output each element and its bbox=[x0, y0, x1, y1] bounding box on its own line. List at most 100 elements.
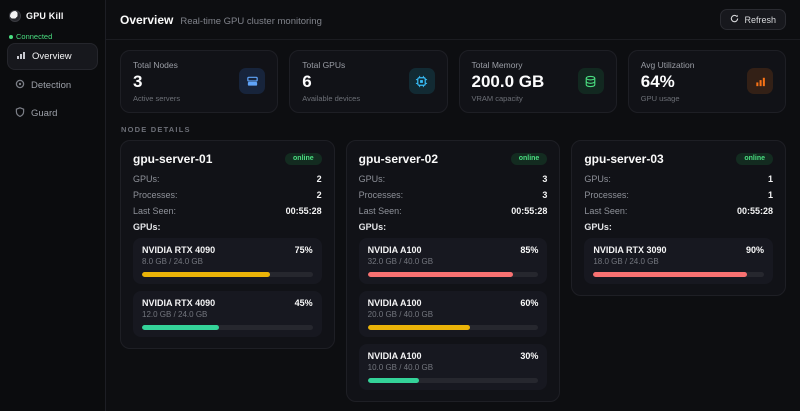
stat-sub: Available devices bbox=[302, 93, 361, 103]
connection-status-label: Connected bbox=[16, 32, 53, 41]
gpu-name: NVIDIA RTX 4090 bbox=[142, 297, 216, 308]
stat-value: 200.0 GB bbox=[471, 72, 545, 91]
app-name: GPU Kill bbox=[26, 11, 64, 21]
last-seen-label: Last Seen: bbox=[358, 205, 402, 216]
stat-card-total-nodes: Total Nodes 3 Active servers bbox=[120, 50, 279, 113]
stat-label: Total Nodes bbox=[133, 60, 178, 70]
processes-value: 2 bbox=[316, 189, 322, 200]
gpus-count-label: GPUs: bbox=[358, 173, 386, 184]
gpu-memory: 8.0 GB / 24.0 GB bbox=[142, 256, 203, 266]
gpu-list-label: GPUs: bbox=[133, 221, 161, 232]
node-cards: gpu-server-01 online GPUs: 2 Processes: 2 … bbox=[120, 139, 786, 402]
utilization-bar bbox=[367, 271, 539, 277]
gpu-row: NVIDIA A100 30% 10.0 GB / 40.0 GB bbox=[358, 343, 548, 390]
gpu-name: NVIDIA RTX 4090 bbox=[142, 244, 216, 255]
stat-label: Total GPUs bbox=[302, 60, 346, 70]
target-icon bbox=[15, 79, 25, 92]
gpu-row: NVIDIA A100 85% 32.0 GB / 40.0 GB bbox=[358, 237, 548, 284]
sidebar-item-overview[interactable]: Overview bbox=[7, 43, 98, 70]
stat-label: Avg Utilization bbox=[640, 60, 695, 70]
gpu-utilization: 45% bbox=[294, 297, 313, 308]
utilization-bar bbox=[142, 324, 313, 330]
gpus-count-label: GPUs: bbox=[584, 173, 611, 184]
gpu-name: NVIDIA A100 bbox=[367, 350, 422, 361]
content: Total Nodes 3 Active servers Total GPUs … bbox=[106, 40, 800, 411]
gpus-count-value: 3 bbox=[542, 173, 548, 184]
gpu-utilization: 85% bbox=[520, 244, 539, 255]
status-badge: online bbox=[510, 152, 548, 165]
utilization-bar bbox=[142, 271, 313, 277]
gpu-utilization: 30% bbox=[520, 350, 539, 361]
stat-label: Total Memory bbox=[471, 60, 523, 70]
gpu-row: NVIDIA RTX 3090 90% 18.0 GB / 24.0 GB bbox=[584, 237, 773, 284]
processes-label: Processes: bbox=[584, 189, 629, 200]
bar-chart-icon bbox=[16, 50, 26, 63]
gpu-memory: 10.0 GB / 40.0 GB bbox=[367, 362, 434, 372]
sidebar: GPU Kill Connected Overview Detection Gu… bbox=[0, 0, 106, 411]
main-area: Overview Real-time GPU cluster monitorin… bbox=[106, 0, 800, 411]
gpu-utilization: 75% bbox=[294, 244, 313, 255]
gpu-name: NVIDIA A100 bbox=[367, 297, 422, 308]
node-name: gpu-server-02 bbox=[358, 151, 439, 166]
gpu-list-label: GPUs: bbox=[584, 221, 612, 232]
shield-icon bbox=[15, 107, 25, 120]
gpu-utilization: 90% bbox=[745, 244, 764, 255]
stat-card-total-gpus: Total GPUs 6 Available devices bbox=[289, 50, 448, 113]
gpu-name: NVIDIA A100 bbox=[367, 244, 422, 255]
last-seen-value: 00:55:28 bbox=[285, 205, 322, 216]
stat-card-avg-utilization: Avg Utilization 64% GPU usage bbox=[627, 50, 786, 113]
last-seen-value: 00:55:28 bbox=[736, 205, 773, 216]
sidebar-item-detection[interactable]: Detection bbox=[7, 73, 98, 98]
page-subtitle: Real-time GPU cluster monitoring bbox=[180, 15, 322, 27]
status-badge: online bbox=[736, 152, 773, 165]
node-card-gpu-server-02: gpu-server-02 online GPUs: 3 Processes: 3 … bbox=[345, 139, 561, 402]
utilization-bar-fill bbox=[367, 271, 513, 277]
connection-status: Connected bbox=[9, 32, 98, 41]
processes-value: 3 bbox=[542, 189, 548, 200]
stats-row: Total Nodes 3 Active servers Total GPUs … bbox=[120, 50, 786, 113]
sidebar-item-label: Detection bbox=[31, 80, 72, 91]
gpu-chip-icon bbox=[408, 68, 435, 95]
sidebar-item-guard[interactable]: Guard bbox=[7, 101, 98, 126]
app-logo-icon bbox=[9, 10, 21, 22]
node-name: gpu-server-01 bbox=[133, 151, 213, 166]
stat-card-total-memory: Total Memory 200.0 GB VRAM capacity bbox=[458, 50, 617, 113]
utilization-bar bbox=[593, 271, 764, 277]
gpu-list-label: GPUs: bbox=[358, 221, 387, 232]
utilization-bar-fill bbox=[367, 377, 419, 383]
gpu-row: NVIDIA RTX 4090 75% 8.0 GB / 24.0 GB bbox=[133, 237, 322, 284]
bar-chart-icon bbox=[747, 68, 773, 95]
gpus-count-value: 2 bbox=[316, 173, 322, 184]
gpu-row: NVIDIA RTX 4090 45% 12.0 GB / 24.0 GB bbox=[133, 290, 322, 337]
stat-sub: VRAM capacity bbox=[471, 93, 523, 103]
last-seen-value: 00:55:28 bbox=[511, 205, 548, 216]
utilization-bar bbox=[367, 324, 539, 330]
node-details-section-label: NODE DETAILS bbox=[121, 124, 191, 134]
status-badge: online bbox=[285, 152, 322, 165]
gpu-name: NVIDIA RTX 3090 bbox=[593, 244, 667, 255]
server-icon bbox=[239, 68, 266, 95]
utilization-bar-fill bbox=[367, 324, 471, 330]
stat-value: 6 bbox=[302, 72, 312, 91]
sidebar-nav: Overview Detection Guard bbox=[7, 43, 98, 126]
utilization-bar-fill bbox=[142, 271, 270, 277]
page-title: Overview bbox=[120, 12, 174, 27]
gpus-count-value: 1 bbox=[767, 173, 773, 184]
gpu-memory: 20.0 GB / 40.0 GB bbox=[367, 309, 434, 319]
connected-dot-icon bbox=[9, 34, 13, 39]
gpus-count-label: GPUs: bbox=[133, 173, 160, 184]
app-logo: GPU Kill bbox=[7, 8, 98, 32]
processes-label: Processes: bbox=[133, 189, 178, 200]
gpu-memory: 32.0 GB / 40.0 GB bbox=[367, 256, 434, 266]
gpu-memory: 12.0 GB / 24.0 GB bbox=[142, 309, 208, 319]
refresh-button[interactable]: Refresh bbox=[720, 9, 786, 30]
node-card-gpu-server-03: gpu-server-03 online GPUs: 1 Processes: 1 … bbox=[571, 139, 786, 296]
node-name: gpu-server-03 bbox=[584, 151, 664, 166]
gpu-utilization: 60% bbox=[520, 297, 539, 308]
stat-sub: GPU usage bbox=[640, 93, 680, 103]
last-seen-label: Last Seen: bbox=[133, 205, 177, 216]
last-seen-label: Last Seen: bbox=[584, 205, 628, 216]
gpu-memory: 18.0 GB / 24.0 GB bbox=[593, 256, 659, 266]
processes-value: 1 bbox=[767, 189, 773, 200]
sidebar-item-label: Overview bbox=[32, 51, 72, 62]
